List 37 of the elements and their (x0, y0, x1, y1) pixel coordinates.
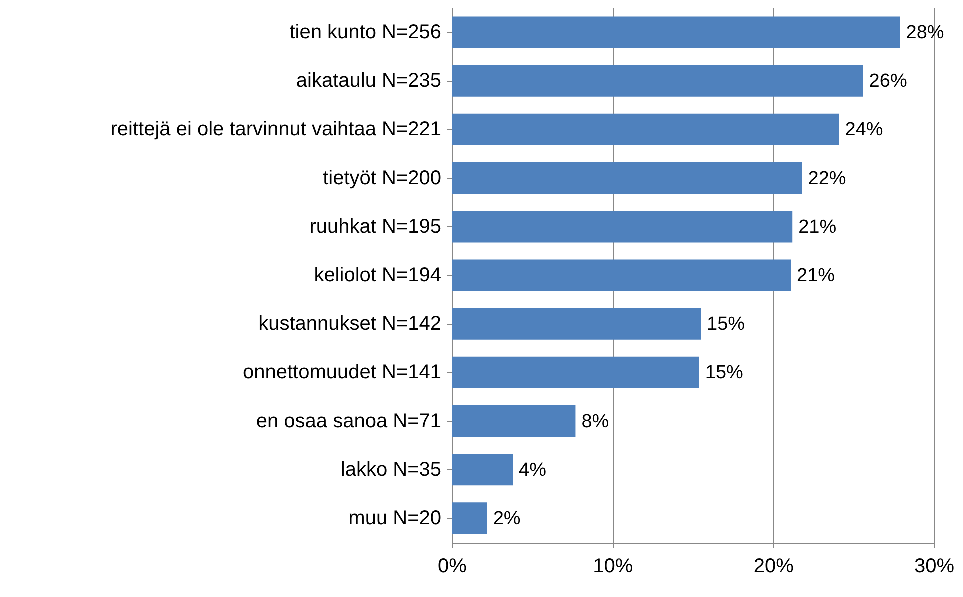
bar (452, 162, 802, 194)
y-tick-label: reittejä ei ole tarvinnut vaihtaa N=221 (110, 118, 442, 141)
bar (452, 114, 840, 146)
data-label: 4% (519, 460, 547, 481)
bar (452, 65, 864, 97)
data-label: 28% (906, 22, 944, 44)
data-label: 8% (582, 411, 610, 432)
data-label: 21% (798, 216, 837, 238)
data-label: 26% (869, 71, 908, 92)
y-tick-label: en osaa sanoa N=71 (256, 410, 442, 432)
y-tick-label: muu N=20 (348, 507, 442, 530)
x-tick-label: 30% (914, 556, 955, 578)
y-tick-label: tietyöt N=200 (323, 167, 442, 190)
data-label: 22% (808, 168, 846, 190)
y-tick-label: tien kunto N=256 (290, 22, 442, 44)
bar (452, 16, 900, 48)
data-label: 21% (797, 266, 836, 286)
x-tick-label: 20% (754, 556, 794, 578)
bar (452, 356, 700, 388)
y-tick-label: ruuhkat N=195 (310, 216, 442, 238)
bar (452, 308, 702, 340)
x-tick-label: 10% (593, 556, 634, 578)
y-tick-label: kustannukset N=142 (258, 313, 442, 336)
y-tick-label: lakko N=35 (340, 458, 442, 481)
data-label: 15% (707, 314, 746, 336)
bar (452, 405, 576, 438)
y-tick-label: keliolot N=194 (314, 264, 442, 286)
bar (452, 502, 488, 534)
bar (452, 454, 514, 486)
data-label: 24% (845, 120, 884, 141)
data-label: 15% (705, 362, 744, 384)
bar (452, 260, 792, 292)
x-tick-label: 0% (438, 556, 468, 578)
bar (452, 211, 793, 243)
y-tick-label: aikataulu N=235 (296, 70, 442, 92)
data-label: 2% (493, 508, 521, 530)
y-tick-label: onnettomuudet N=141 (243, 362, 442, 384)
